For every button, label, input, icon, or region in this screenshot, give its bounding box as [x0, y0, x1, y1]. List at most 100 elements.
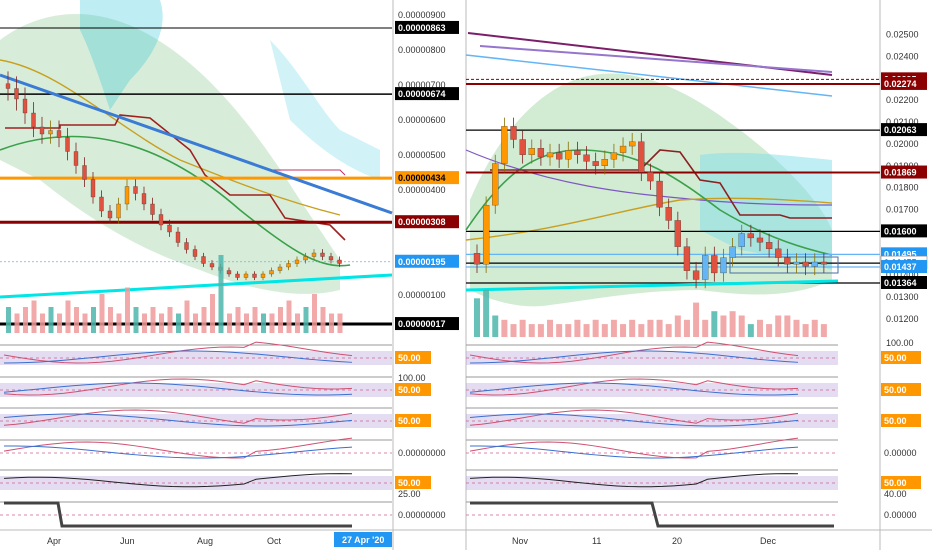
volume-bar — [565, 324, 572, 337]
candle-body — [328, 256, 334, 261]
volume-bar — [201, 307, 207, 333]
volume-bar — [501, 319, 508, 337]
indicator-tag-bg — [881, 351, 921, 364]
indicator-tag-label: 0.00000000 — [398, 510, 446, 520]
price-tag-bg — [395, 171, 459, 185]
candle-body — [141, 193, 147, 205]
right-ma-yellow — [465, 197, 833, 241]
indicator-tag-label: 0.00000 — [884, 510, 917, 520]
volume-bar — [629, 319, 636, 337]
left-ascending-trendline — [0, 273, 393, 299]
volume-bar — [820, 324, 827, 337]
candle-body — [638, 141, 645, 173]
price-tag-bg — [395, 215, 459, 229]
price-tag-bg — [881, 76, 927, 90]
left-pink-line — [270, 169, 346, 176]
volume-bar — [210, 294, 215, 333]
volume-bar — [14, 313, 20, 333]
candle-body — [583, 154, 590, 162]
indicator-tag-label: 0.00000 — [884, 448, 917, 458]
pane-band — [0, 476, 392, 490]
candle-body — [269, 270, 274, 275]
left-chart-panel[interactable] — [0, 0, 394, 550]
pane-line-blue — [469, 445, 799, 459]
volume-bar — [583, 324, 590, 337]
pane-line-blue — [469, 350, 799, 364]
candle-body — [226, 270, 232, 275]
candle-body — [756, 237, 764, 243]
price-tag-bg — [881, 123, 927, 137]
volume-bar — [574, 319, 581, 337]
indicator-tag-label: 50.00 — [884, 478, 907, 488]
left-y-tick: 0.00000600 — [398, 115, 446, 125]
right-y-tick: 0.01300 — [886, 292, 919, 302]
price-tag-label: 0.01437 — [884, 262, 917, 272]
volume-bar — [811, 319, 818, 337]
pane-band — [0, 414, 392, 428]
candle-body — [124, 186, 130, 205]
candle-body — [252, 273, 257, 278]
candle-body — [565, 150, 572, 160]
price-tag-label: 0.02063 — [884, 125, 917, 135]
candle-body — [556, 152, 563, 160]
price-tag-bg — [395, 87, 459, 101]
price-tag-label: 0.00000195 — [398, 257, 446, 267]
price-tag-label: 0.01495 — [884, 249, 917, 259]
candle-body — [14, 88, 19, 100]
left-descending-trendline — [0, 73, 393, 215]
volume-bar — [82, 313, 88, 333]
candle-body — [90, 179, 96, 198]
volume-bar — [150, 307, 156, 333]
volume-bar — [510, 324, 517, 337]
candle-body — [747, 233, 754, 239]
volume-bar — [519, 319, 526, 337]
candle-body — [784, 257, 791, 265]
candle-body — [683, 246, 691, 271]
volume-bar — [729, 311, 736, 337]
volume-bar — [329, 313, 334, 333]
candle-body — [175, 231, 181, 243]
candle-body — [820, 261, 828, 265]
volume-bar — [227, 313, 232, 333]
volume-bar — [252, 307, 258, 333]
candle-body — [5, 83, 11, 89]
pane-band — [0, 351, 392, 365]
volume-bar — [537, 324, 544, 337]
volume-bar — [167, 307, 173, 333]
pane-line-blue — [469, 413, 799, 427]
pane-step-line — [470, 501, 834, 528]
indicator-tag-label: 0.00000000 — [398, 448, 446, 458]
volume-bar — [547, 319, 554, 337]
candle-body — [729, 246, 736, 258]
right-y-tick: 100.00 — [886, 338, 914, 348]
volume-bar — [65, 300, 71, 333]
candle-body — [492, 163, 499, 206]
candle-body — [99, 196, 104, 212]
volume-bar — [610, 319, 617, 337]
volume-bar — [303, 307, 309, 333]
candle-body — [711, 255, 718, 274]
volume-bar — [142, 313, 147, 333]
volume-bar — [99, 294, 105, 333]
volume-bar — [48, 307, 54, 333]
candle-body — [107, 210, 113, 219]
pane-line-red — [3, 409, 353, 426]
indicator-tag-bg — [395, 476, 431, 489]
pane-line-red — [469, 378, 799, 396]
right-chart-panel[interactable] — [465, 0, 881, 550]
candle-body — [738, 233, 745, 247]
volume-bar — [74, 307, 79, 333]
pane-step-line — [4, 501, 352, 528]
price-tag-bg — [395, 317, 459, 331]
candle-body — [802, 261, 809, 267]
candle-body — [320, 252, 325, 257]
volume-bar — [656, 319, 663, 337]
indicator-panes: 50.0050.00100.0050.000.0000000050.0025.0… — [0, 341, 921, 528]
right-ascending-trendline — [465, 279, 839, 292]
indicator-tag-label: 50.00 — [398, 385, 421, 395]
volume-bar — [620, 324, 627, 337]
volume-bar — [31, 300, 37, 333]
indicator-tag-bg — [881, 476, 921, 489]
volume-bar — [286, 300, 292, 333]
